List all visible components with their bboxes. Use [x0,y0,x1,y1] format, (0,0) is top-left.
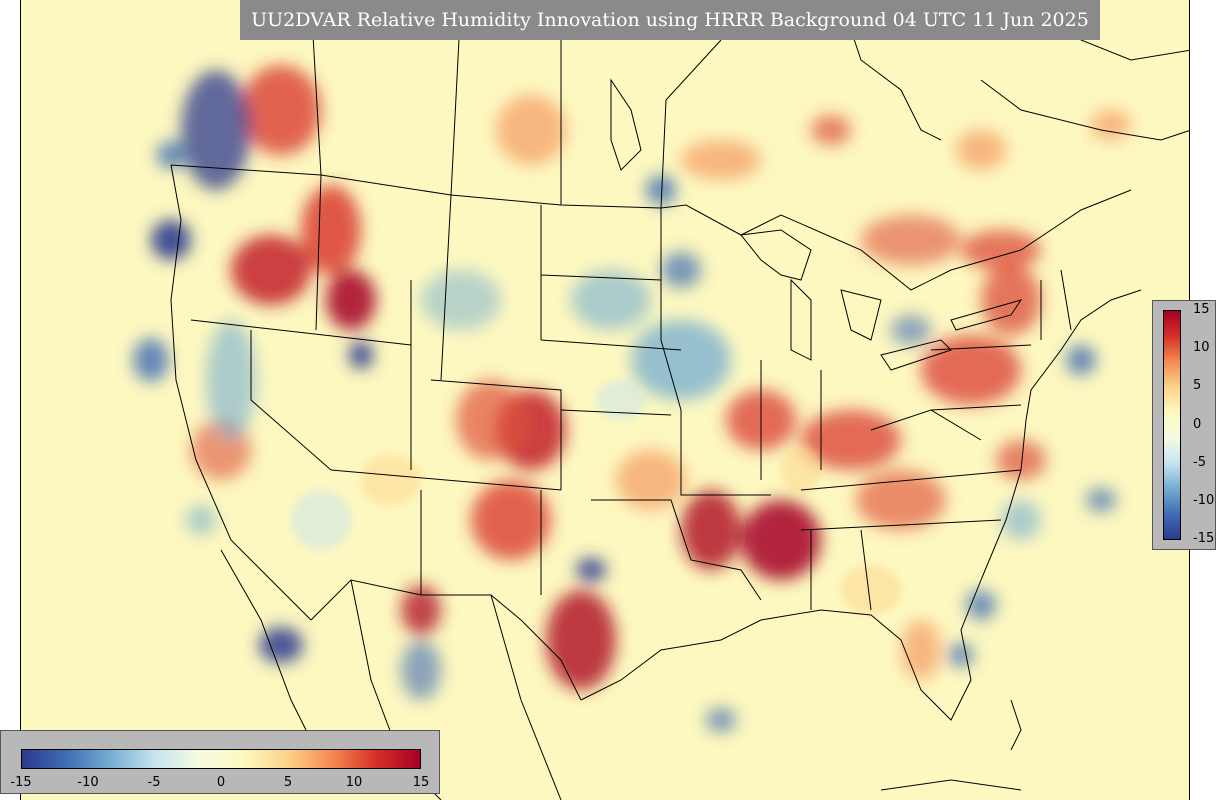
vertical-colorbar-tick: -10 [1193,493,1215,508]
map-canvas [21,0,1189,800]
innovation-field [133,65,1131,732]
rh-innovation-map [20,0,1190,800]
vertical-colorbar-strip [1163,310,1181,540]
horizontal-colorbar-strip [21,749,421,769]
horizontal-colorbar-tick: -5 [147,775,161,790]
vertical-colorbar-tick: -5 [1193,455,1206,470]
horizontal-colorbar-tick: -15 [10,775,32,790]
vertical-colorbar-tick: 5 [1193,378,1202,393]
vertical-colorbar-tick: 10 [1193,340,1210,355]
vertical-colorbar-tick: 0 [1193,417,1202,432]
horizontal-colorbar-tick: 10 [345,775,363,790]
horizontal-colorbar-tick: 0 [216,775,226,790]
horizontal-colorbar-tick: 5 [283,775,293,790]
horizontal-colorbar: -15 -10 -5 0 5 10 15 [0,730,440,794]
vertical-colorbar-tick: 15 [1193,302,1210,317]
horizontal-colorbar-tick: -10 [77,775,99,790]
map-title: UU2DVAR Relative Humidity Innovation usi… [240,0,1100,40]
horizontal-colorbar-tick: 15 [412,775,430,790]
vertical-colorbar-tick: -15 [1193,531,1215,546]
vertical-colorbar: 15 10 5 0 -5 -10 -15 [1152,300,1216,550]
